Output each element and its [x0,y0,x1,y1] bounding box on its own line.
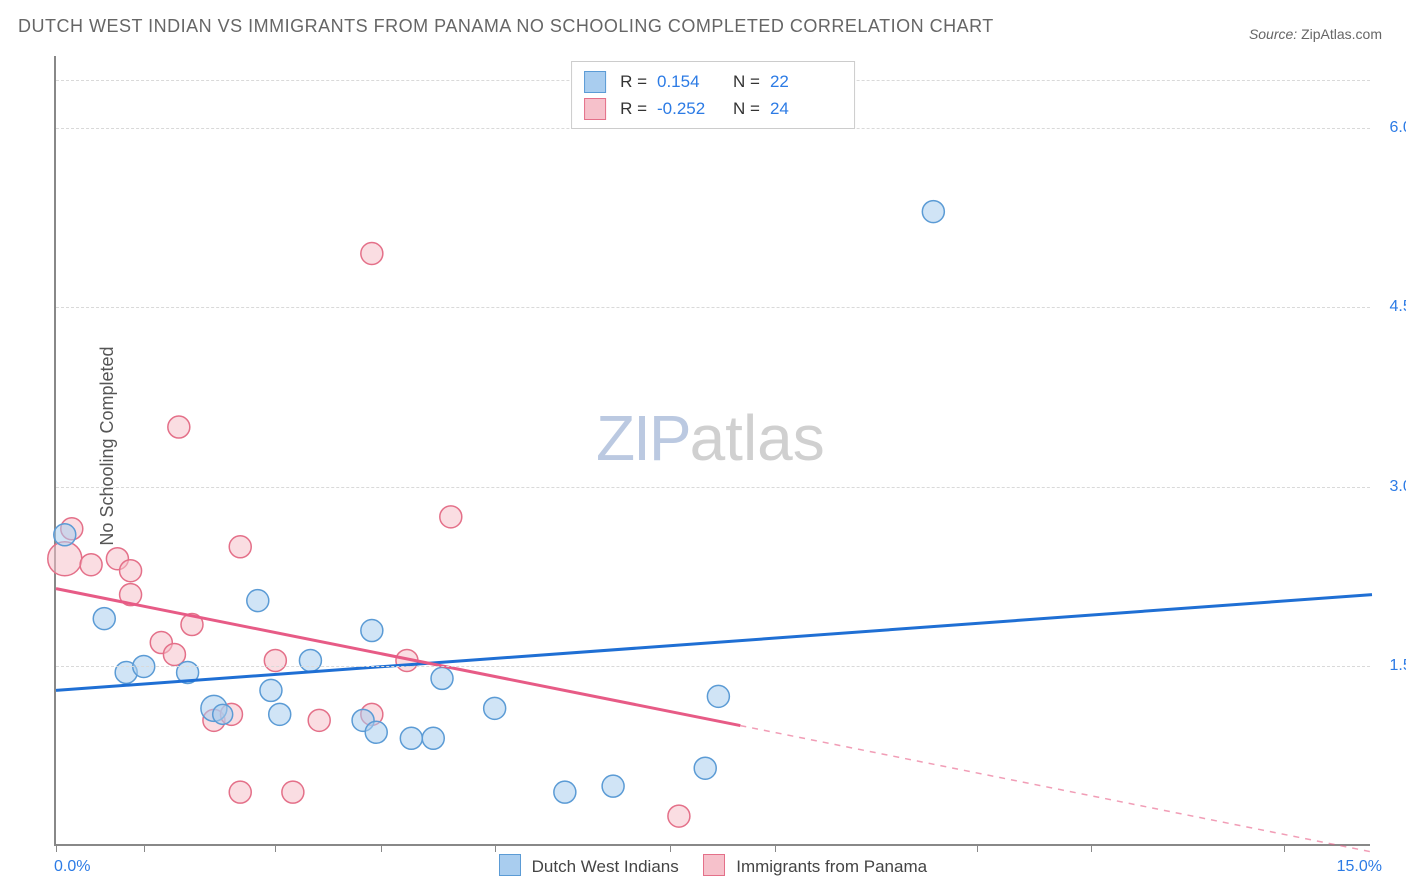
x-tick [775,844,776,852]
scatter-point [229,536,251,558]
swatch-series-a [584,71,606,93]
x-tick [56,844,57,852]
stat-label-n: N = [733,95,760,122]
scatter-point [922,201,944,223]
scatter-point [431,667,453,689]
swatch-series-b-bottom [703,854,725,876]
trend-line-dashed [740,726,1372,852]
scatter-point [247,590,269,612]
scatter-point [229,781,251,803]
stat-r-series-b: -0.252 [657,95,723,122]
x-tick [1091,844,1092,852]
scatter-point [120,560,142,582]
scatter-point [80,554,102,576]
legend-label-series-a: Dutch West Indians [532,857,679,876]
scatter-point [440,506,462,528]
stat-n-series-b: 24 [770,95,836,122]
x-tick [144,844,145,852]
source-name: ZipAtlas.com [1301,26,1382,42]
plot-area: R = 0.154 N = 22 R = -0.252 N = 24 ZIPat… [54,56,1370,846]
scatter-point [694,757,716,779]
scatter-point [422,727,444,749]
bottom-legend: Dutch West Indians Immigrants from Panam… [0,854,1406,877]
scatter-point [602,775,624,797]
source-credit: Source: ZipAtlas.com [1249,26,1382,42]
scatter-point [365,721,387,743]
scatter-point [93,608,115,630]
scatter-point [361,620,383,642]
scatter-point [213,704,233,724]
x-tick [275,844,276,852]
x-tick [495,844,496,852]
stat-n-series-a: 22 [770,68,836,95]
stat-r-series-a: 0.154 [657,68,723,95]
swatch-series-b [584,98,606,120]
stat-label-n: N = [733,68,760,95]
stats-row-series-b: R = -0.252 N = 24 [584,95,836,122]
scatter-point [260,679,282,701]
scatter-point [400,727,422,749]
gridline [56,666,1370,667]
y-tick-label: 1.5% [1390,657,1406,675]
scatter-point [554,781,576,803]
scatter-point [668,805,690,827]
x-tick [1284,844,1285,852]
x-tick [977,844,978,852]
trend-line-solid [56,589,740,726]
stats-row-series-a: R = 0.154 N = 22 [584,68,836,95]
chart-title: DUTCH WEST INDIAN VS IMMIGRANTS FROM PAN… [18,16,994,37]
scatter-point [264,649,286,671]
y-tick-label: 4.5% [1390,298,1406,316]
scatter-point [168,416,190,438]
scatter-point [269,703,291,725]
scatter-point [707,685,729,707]
y-tick-label: 3.0% [1390,478,1406,496]
scatter-point [54,524,76,546]
source-prefix: Source: [1249,26,1301,42]
scatter-point [484,697,506,719]
gridline [56,487,1370,488]
scatter-svg [56,56,1370,844]
legend-label-series-b: Immigrants from Panama [736,857,927,876]
scatter-point [361,243,383,265]
x-tick [670,844,671,852]
swatch-series-a-bottom [499,854,521,876]
gridline [56,307,1370,308]
scatter-point [308,709,330,731]
scatter-point [299,649,321,671]
x-tick [381,844,382,852]
scatter-point [282,781,304,803]
stats-legend-box: R = 0.154 N = 22 R = -0.252 N = 24 [571,61,855,129]
stat-label-r: R = [620,68,647,95]
y-tick-label: 6.0% [1390,119,1406,137]
scatter-point [48,542,82,576]
stat-label-r: R = [620,95,647,122]
